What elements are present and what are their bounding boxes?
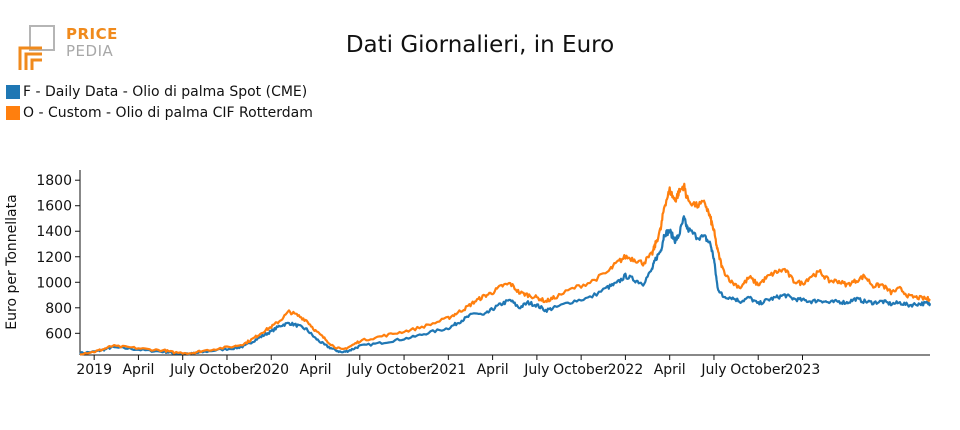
x-tick-label: 2022 [608, 362, 644, 378]
x-tick-label: April [477, 362, 509, 378]
y-axis-label: Euro per Tonnellata [4, 194, 20, 329]
y-tick-label: 1600 [36, 199, 72, 215]
y-tick-label: 1800 [36, 173, 72, 189]
x-tick-label: 2019 [76, 362, 112, 378]
x-tick-label: 2023 [785, 362, 821, 378]
logo-word-price: PRICE [66, 25, 118, 43]
legend-item-cme[interactable]: F - Daily Data - Olio di palma Spot (CME… [6, 84, 307, 100]
x-tick-label: July [523, 362, 549, 378]
legend-swatch-cme [6, 85, 20, 99]
x-tick-label: July [346, 362, 372, 378]
y-tick-label: 600 [45, 326, 72, 342]
y-tick-label: 1200 [36, 250, 72, 266]
pricepedia-logo: PRICE PEDIA [18, 24, 128, 74]
x-tick-label: October [730, 362, 786, 378]
series-line-cme [79, 215, 932, 356]
y-tick-label: 1400 [36, 224, 72, 240]
x-tick-label: April [654, 362, 686, 378]
x-tick-label: October [376, 362, 432, 378]
legend-label-rotterdam: O - Custom - Olio di palma CIF Rotterdam [23, 105, 313, 121]
legend-item-rotterdam[interactable]: O - Custom - Olio di palma CIF Rotterdam [6, 105, 313, 121]
legend-label-cme: F - Daily Data - Olio di palma Spot (CME… [23, 84, 308, 100]
y-tick-label: 1000 [36, 275, 72, 291]
legend-swatch-rotterdam [6, 106, 20, 120]
x-tick-label: 2020 [253, 362, 289, 378]
logo-word-pedia: PEDIA [66, 42, 114, 60]
x-tick-label: July [700, 362, 726, 378]
series-line-rotterdam [79, 182, 931, 356]
chart-title: Dati Giornalieri, in Euro [345, 32, 615, 58]
x-tick-label: July [169, 362, 195, 378]
pricepedia-logo-mark [18, 25, 55, 70]
x-tick-label: October [199, 362, 255, 378]
x-tick-label: 2021 [431, 362, 467, 378]
x-tick-label: October [553, 362, 609, 378]
x-tick-label: April [122, 362, 154, 378]
y-tick-label: 800 [45, 301, 72, 317]
x-tick-label: April [300, 362, 332, 378]
